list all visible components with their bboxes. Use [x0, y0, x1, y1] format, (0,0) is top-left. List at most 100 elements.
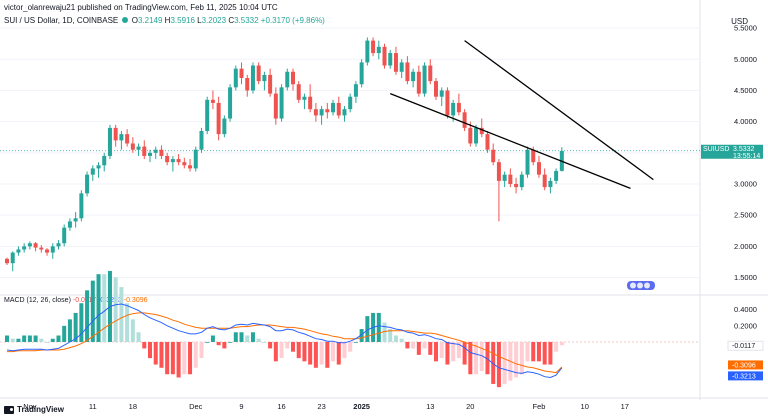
candle-body [182, 162, 187, 166]
candle-body [125, 134, 130, 144]
time-tick-label: Feb [532, 402, 545, 411]
price-tick-label: 1.5000 [734, 273, 757, 282]
macd-hist-bar [130, 319, 135, 342]
change-value: +0.3170 (+9.86%) [260, 16, 325, 25]
candle-body [411, 71, 416, 82]
low-label: L [197, 16, 202, 25]
candle-body [434, 81, 438, 97]
candle-body [130, 143, 135, 150]
macd-hist-bar [325, 341, 330, 368]
time-tick-label: 23 [317, 402, 325, 411]
macd-hist-bar [262, 341, 267, 343]
macd-hist-bar [348, 341, 353, 352]
candle-body [359, 62, 364, 85]
candle-body [5, 258, 9, 264]
macd-hist-bar [16, 338, 21, 342]
macd-hist-bar [485, 341, 490, 375]
candle-body [353, 84, 358, 97]
macd-hist-bar [5, 335, 9, 342]
macd-hist-bar [536, 341, 541, 362]
candle-body [485, 134, 490, 150]
macd-hist-bar [22, 335, 27, 342]
macd-hist-bar [434, 341, 438, 362]
market-status-icon [121, 17, 128, 23]
macd-hist-bar [245, 335, 250, 342]
macd-hist-bar [136, 332, 141, 342]
candle-body [245, 78, 250, 91]
macd-hist-bar [27, 335, 32, 342]
candle-body [365, 40, 370, 63]
macd-hist-bar [439, 341, 444, 359]
macd-hist-bar [428, 341, 433, 355]
time-tick-label: 18 [129, 402, 137, 411]
macd-hist-bar [416, 341, 421, 355]
macd-hist-bar [159, 341, 164, 368]
price-tick-label: 5.0000 [734, 55, 757, 64]
candle-body [279, 87, 284, 119]
symbol-title: SUI / US Dollar, 1D, COINBASE [4, 16, 119, 25]
macd-hist-bar [176, 341, 181, 378]
macd-hist-bar [45, 341, 50, 343]
candle-body [416, 71, 421, 94]
candle-body [536, 162, 541, 175]
macd-hist-bar [474, 341, 479, 375]
macd-hist-bar [336, 341, 341, 365]
candle-body [502, 174, 507, 181]
macd-hist-bar [256, 338, 261, 342]
candle-body [56, 243, 61, 247]
countdown-value: 13:55:14 [733, 153, 760, 160]
candle-body [331, 102, 336, 113]
macd-hist-bar [10, 338, 15, 342]
candle-body [119, 134, 124, 141]
time-tick-label: 9 [239, 402, 243, 411]
candle-body [456, 102, 461, 113]
macd-hist-bar [33, 335, 38, 342]
macd-hist-bar [559, 341, 564, 346]
candle-body [10, 252, 15, 264]
candle-body [399, 62, 404, 72]
time-axis: Nov 11 18 Dec 9 16 23 2025 13 20 Feb 10 17 [23, 402, 629, 411]
candle-body [514, 184, 519, 188]
macd-hist-bar [399, 338, 404, 342]
candle-body [113, 127, 118, 141]
candle-body [216, 102, 221, 135]
macd-hist-bar [376, 312, 381, 342]
candle-body [222, 118, 227, 135]
macd-hist-bar [502, 341, 507, 384]
candle-body [451, 102, 456, 116]
candle-body [193, 149, 198, 169]
macd-hist-bar [182, 341, 187, 375]
macd-hist-bar [554, 341, 559, 352]
macd-hist-bar [273, 341, 278, 362]
candle-body [496, 162, 501, 181]
price-tick-label: 5.5000 [734, 24, 757, 33]
last-price-tag [701, 144, 763, 159]
close-value: 3.5332 [234, 16, 259, 25]
macd-hist-bar [102, 274, 107, 342]
candles [5, 37, 564, 272]
macd-hist-bar [153, 341, 158, 365]
candle-body [519, 174, 524, 188]
macd-hist-bar [405, 341, 410, 349]
candle-body [336, 102, 341, 116]
macd-hist-bar [250, 332, 255, 342]
events-badge[interactable] [627, 281, 655, 290]
candle-body [165, 155, 170, 163]
open-value: 3.2149 [137, 16, 163, 25]
candle-body [468, 127, 473, 144]
macd-hist-bar [462, 341, 467, 365]
macd-hist-bar [359, 329, 364, 342]
macd-pane: 0.4000 0.2000 [0, 270, 757, 388]
macd-hist-bar [148, 341, 152, 359]
macd-hist-bar [411, 341, 416, 349]
footer-brand[interactable]: TradingView [4, 405, 64, 414]
time-tick-label: 11 [89, 402, 97, 411]
macd-hist-bar [491, 341, 496, 384]
macd-title: MACD (12, 26, close) [4, 297, 71, 304]
candle-body [256, 65, 261, 82]
trendline [464, 40, 654, 181]
candle-body [554, 170, 559, 181]
macd-hist-tag-value: -0.0117 [732, 343, 755, 350]
candle-body [319, 109, 324, 116]
